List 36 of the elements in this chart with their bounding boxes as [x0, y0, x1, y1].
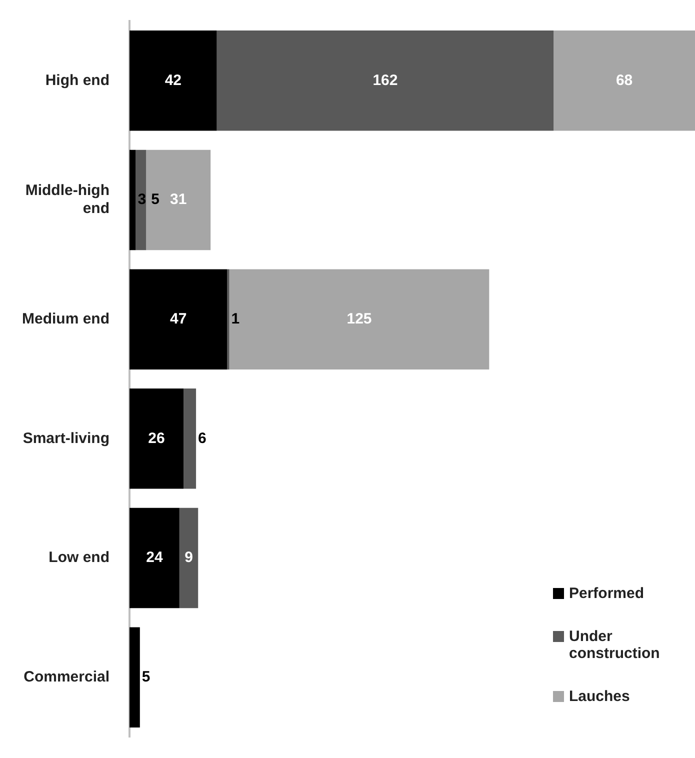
bar — [146, 150, 211, 250]
data-label: 31 — [170, 191, 187, 208]
legend-label: Lauches — [569, 688, 630, 705]
bar — [216, 30, 554, 131]
y-tick-label: Middle-high end — [25, 182, 110, 218]
bar — [130, 30, 217, 131]
data-label: 9 — [184, 549, 193, 566]
data-label: 5 — [142, 668, 150, 686]
data-label: 1 — [231, 310, 240, 328]
legend-label: Performed — [569, 585, 644, 602]
data-label: 125 — [346, 310, 372, 328]
data-label: 47 — [170, 310, 187, 328]
y-tick-label: High end — [45, 72, 110, 89]
y-tick-label: Medium end — [22, 310, 110, 328]
data-label: 5 — [151, 191, 160, 208]
bar — [130, 269, 228, 370]
data-label: 42 — [164, 72, 182, 89]
data-label: 24 — [146, 549, 164, 566]
bar — [184, 388, 196, 489]
bar — [136, 150, 146, 250]
data-label: 162 — [372, 72, 398, 89]
legend-label: Under construction — [569, 628, 661, 662]
bar — [130, 388, 184, 489]
y-tick-label: Low end — [48, 549, 110, 566]
bar — [229, 269, 490, 370]
bar — [179, 508, 198, 608]
y-tick-label: Smart-living — [22, 430, 110, 447]
bar — [554, 30, 695, 131]
data-label: 26 — [148, 430, 165, 447]
y-tick-label: Commercial — [24, 668, 110, 686]
data-label: 3 — [138, 191, 146, 208]
data-label: 6 — [198, 430, 206, 447]
bar — [130, 508, 180, 608]
bar — [130, 627, 140, 728]
bar — [130, 150, 136, 250]
data-label: 68 — [616, 72, 633, 89]
